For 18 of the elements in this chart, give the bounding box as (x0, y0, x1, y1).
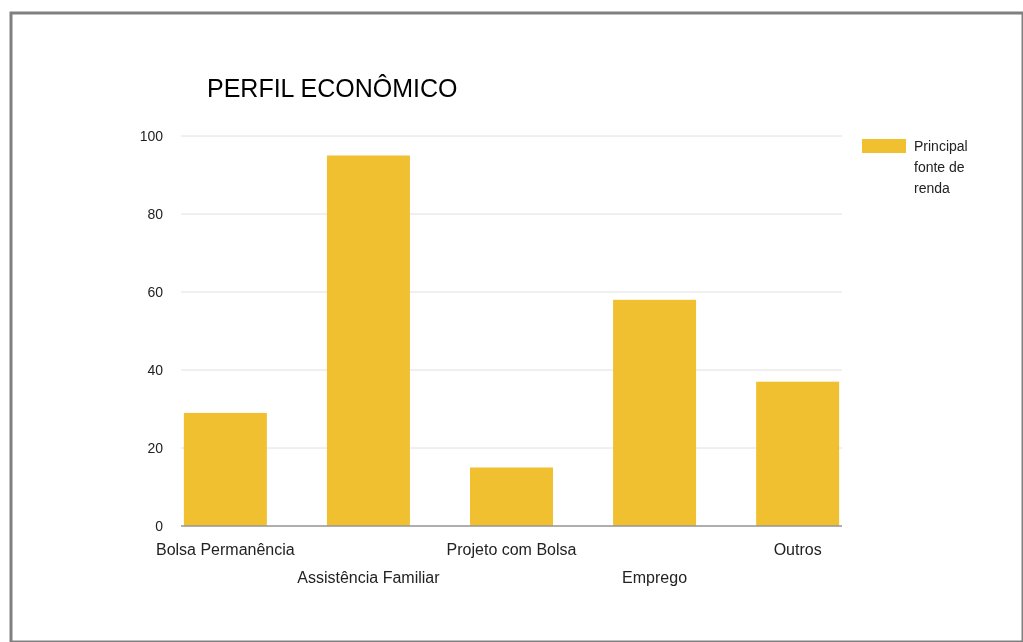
bar (470, 467, 553, 526)
bar (326, 155, 410, 526)
y-tick-label: 20 (147, 440, 164, 456)
x-tick-label: Assistência Familiar (297, 569, 441, 586)
y-tick-label: 40 (147, 362, 164, 378)
x-tick-label: Projeto com Bolsa (446, 541, 577, 558)
y-tick-label: 80 (147, 206, 164, 222)
chart-title: PERFIL ECONÔMICO (207, 74, 458, 102)
bar (183, 412, 267, 526)
x-tick-label: Bolsa Permanência (155, 541, 295, 558)
bar (756, 381, 840, 526)
x-tick-label: Outros (773, 541, 822, 558)
legend-label: Principal fonte de renda (914, 138, 968, 196)
y-tick-label: 100 (139, 128, 164, 144)
bar (613, 299, 697, 526)
y-tick-label: 60 (147, 284, 164, 300)
y-tick-label: 0 (155, 518, 164, 534)
x-tick-label: Emprego (622, 569, 688, 586)
